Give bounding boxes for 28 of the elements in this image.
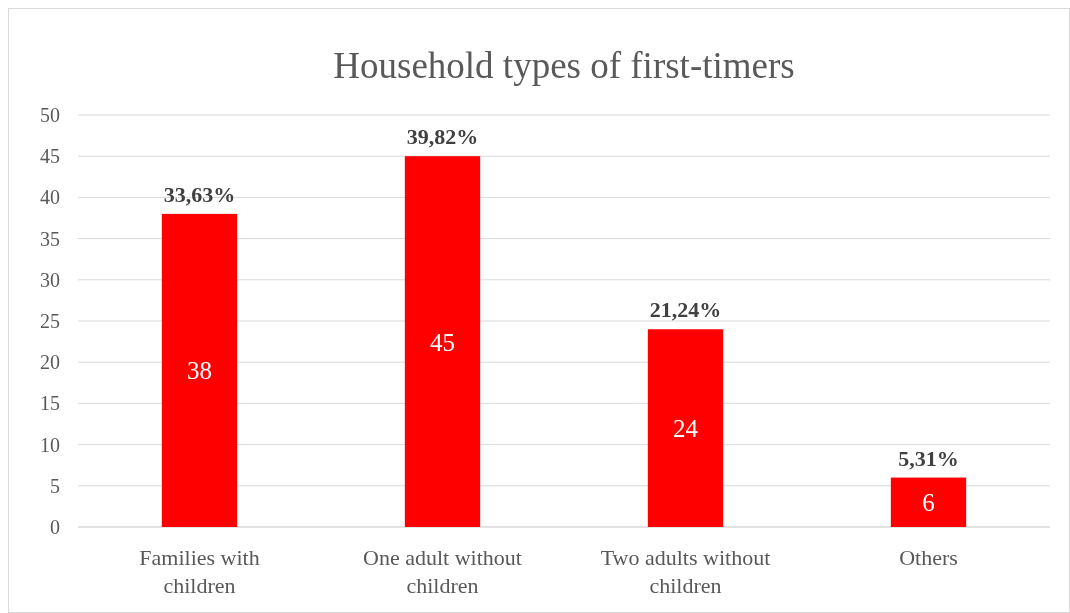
annotation: 33,63% [163,181,236,207]
bar [404,156,481,527]
y-tick-label: 15 [40,392,60,415]
y-tick-label: 45 [40,145,60,168]
y-tick-label: 50 [40,104,60,126]
y-tick-label: 40 [40,186,60,209]
y-tick-label: 5 [50,474,60,497]
data-label: 45 [430,328,455,356]
bar [890,477,967,527]
bar [647,329,724,527]
y-tick-label: 35 [40,227,60,250]
x-tick-label: Families with children [139,545,260,598]
data-label: 24 [673,415,699,443]
annotation: 39,82% [406,124,479,150]
x-tick-label: Others [899,545,958,570]
data-label: 38 [187,357,212,385]
y-tick-label: 10 [40,433,60,456]
y-tick-label: 25 [40,310,60,332]
chart-title: Household types of first-timers [333,45,795,86]
x-tick-label: One adult without children [363,545,522,598]
y-tick-label: 20 [40,351,60,374]
y-tick-label: 30 [40,268,60,291]
annotation: 21,24% [649,297,722,323]
x-tick-label: Two adults without children [600,545,771,598]
annotation: 5,31% [898,445,959,471]
data-label: 6 [922,489,935,517]
y-tick-label: 0 [50,516,60,538]
bar [161,213,238,527]
